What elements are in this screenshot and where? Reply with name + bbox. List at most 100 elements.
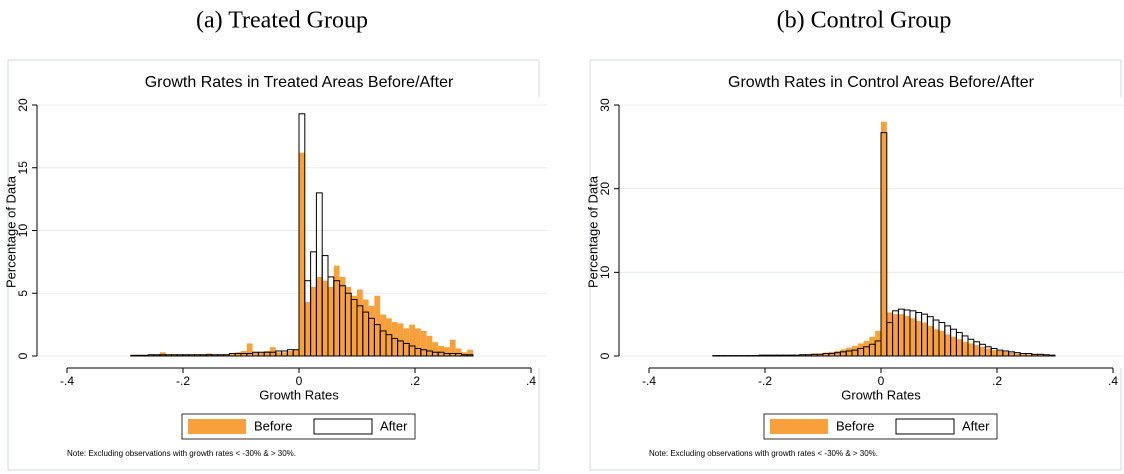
y-axis-label: Percentage of Data	[3, 175, 18, 288]
bar	[787, 354, 795, 357]
y-tick-label: 10	[16, 224, 30, 238]
bar	[466, 354, 474, 357]
bar	[875, 330, 881, 356]
bar	[886, 312, 893, 356]
bar	[217, 354, 224, 356]
bar	[212, 354, 218, 356]
bar	[863, 340, 870, 356]
bar	[183, 354, 189, 356]
bar	[368, 305, 375, 356]
bar	[1037, 354, 1044, 356]
legend-label: After	[380, 418, 408, 433]
bar	[764, 354, 772, 357]
y-tick-label: 15	[16, 161, 30, 175]
y-tick-label: 0	[598, 352, 612, 359]
bar	[898, 314, 905, 356]
bar	[915, 320, 922, 356]
bar	[991, 350, 997, 356]
bar	[409, 324, 415, 356]
legend-swatch	[895, 418, 955, 435]
legend-label: Before	[836, 418, 874, 433]
bar	[939, 330, 945, 356]
bar	[304, 302, 311, 356]
y-tick-label: 30	[598, 98, 612, 112]
y-tick-label: 5	[16, 290, 30, 297]
bar	[322, 280, 328, 356]
bar	[298, 113, 306, 357]
bar	[1026, 354, 1032, 356]
bar	[823, 352, 829, 356]
plot-region	[37, 97, 547, 368]
bar	[380, 314, 386, 356]
bar	[177, 354, 183, 356]
bar	[299, 152, 305, 356]
bar	[188, 354, 195, 356]
bar	[840, 349, 847, 356]
bar	[880, 132, 888, 357]
bar	[415, 328, 421, 356]
chart-title: Growth Rates in Control Areas Before/Aft…	[728, 74, 1035, 91]
bar	[770, 354, 778, 357]
legend-label: Before	[254, 418, 292, 433]
bar	[461, 352, 468, 356]
bar	[165, 354, 172, 356]
plot-region	[619, 97, 1124, 368]
bar	[246, 343, 253, 356]
legend-swatch	[313, 418, 373, 435]
bar	[985, 348, 992, 356]
legend-label: After	[962, 418, 990, 433]
bar	[229, 353, 236, 356]
bar	[973, 345, 980, 356]
bar	[293, 349, 299, 356]
bar	[391, 322, 398, 356]
bar	[776, 354, 783, 357]
bar	[264, 350, 270, 356]
bar	[781, 354, 789, 357]
x-axis-label: Growth Rates	[259, 387, 339, 402]
bar	[287, 350, 294, 356]
bar	[444, 347, 450, 356]
bar	[455, 348, 462, 356]
bar	[333, 265, 340, 356]
bar	[223, 354, 230, 356]
x-axis-label: Growth Rates	[841, 387, 921, 402]
bar	[345, 286, 352, 356]
bar	[956, 339, 963, 356]
bar	[397, 323, 404, 356]
legend-swatch	[188, 419, 246, 434]
bar	[857, 343, 864, 356]
x-tick-label: 0	[878, 374, 885, 388]
bar	[386, 318, 392, 356]
bar	[328, 286, 334, 356]
bar	[339, 276, 346, 356]
bar	[200, 354, 207, 356]
bar	[357, 289, 363, 356]
x-tick-label: -.2	[176, 374, 190, 388]
bar	[449, 339, 456, 356]
bar	[921, 322, 928, 356]
bar	[420, 330, 427, 356]
bar	[944, 334, 951, 356]
bar	[141, 354, 149, 357]
bar	[1048, 354, 1056, 357]
bar	[426, 335, 433, 356]
bar	[171, 354, 178, 356]
bar	[950, 336, 957, 356]
bar	[252, 352, 259, 356]
bar	[270, 347, 276, 356]
caption: (a) Treated Group	[196, 8, 368, 34]
y-axis-label: Percentage of Data	[585, 175, 600, 288]
bar	[154, 354, 160, 356]
bar	[852, 345, 858, 356]
x-tick-label: .4	[1108, 374, 1118, 388]
y-tick-label: 0	[16, 352, 30, 359]
y-tick-label: 10	[598, 265, 612, 279]
bar	[374, 295, 381, 356]
bar	[834, 350, 841, 356]
bar	[881, 121, 887, 356]
bar	[1031, 354, 1038, 356]
bar	[997, 350, 1003, 356]
bar	[351, 295, 357, 356]
bar	[1008, 352, 1015, 356]
